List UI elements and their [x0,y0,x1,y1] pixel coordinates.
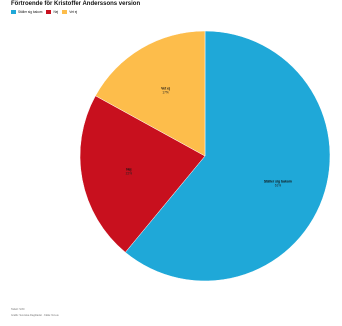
slice-value-0: 61% [275,183,282,187]
pie-slice-2 [95,30,206,157]
slice-value-2: 17% [162,90,169,94]
chart-legend: Ställer sig bakom Nej Vet ej [11,10,77,14]
pie-slice-0 [124,30,331,282]
slice-label-2: Vet ej [161,86,170,90]
slice-label-0: Ställer sig bakom [264,179,292,183]
legend-label-0: Ställer sig bakom [18,10,43,14]
legend-item-1: Nej [46,10,58,14]
slice-value-1: 22% [126,172,133,176]
slice-label-1: Nej [126,168,131,172]
legend-item-0: Ställer sig bakom [11,10,42,14]
legend-item-2: Vet ej [62,10,77,14]
legend-swatch-1 [46,10,52,14]
legend-label-2: Vet ej [69,10,78,14]
source-note: Tabell: SVD [11,308,25,311]
credit-note: Grafik: Svenska Dagbladet · Källa: Novus [11,314,59,317]
legend-swatch-0 [11,10,16,14]
chart-title: Förtroende för Kristoffer Anderssons ver… [11,1,141,7]
legend-label-1: Nej [53,10,59,14]
pie-slice-1 [79,95,206,253]
legend-swatch-2 [62,10,68,14]
